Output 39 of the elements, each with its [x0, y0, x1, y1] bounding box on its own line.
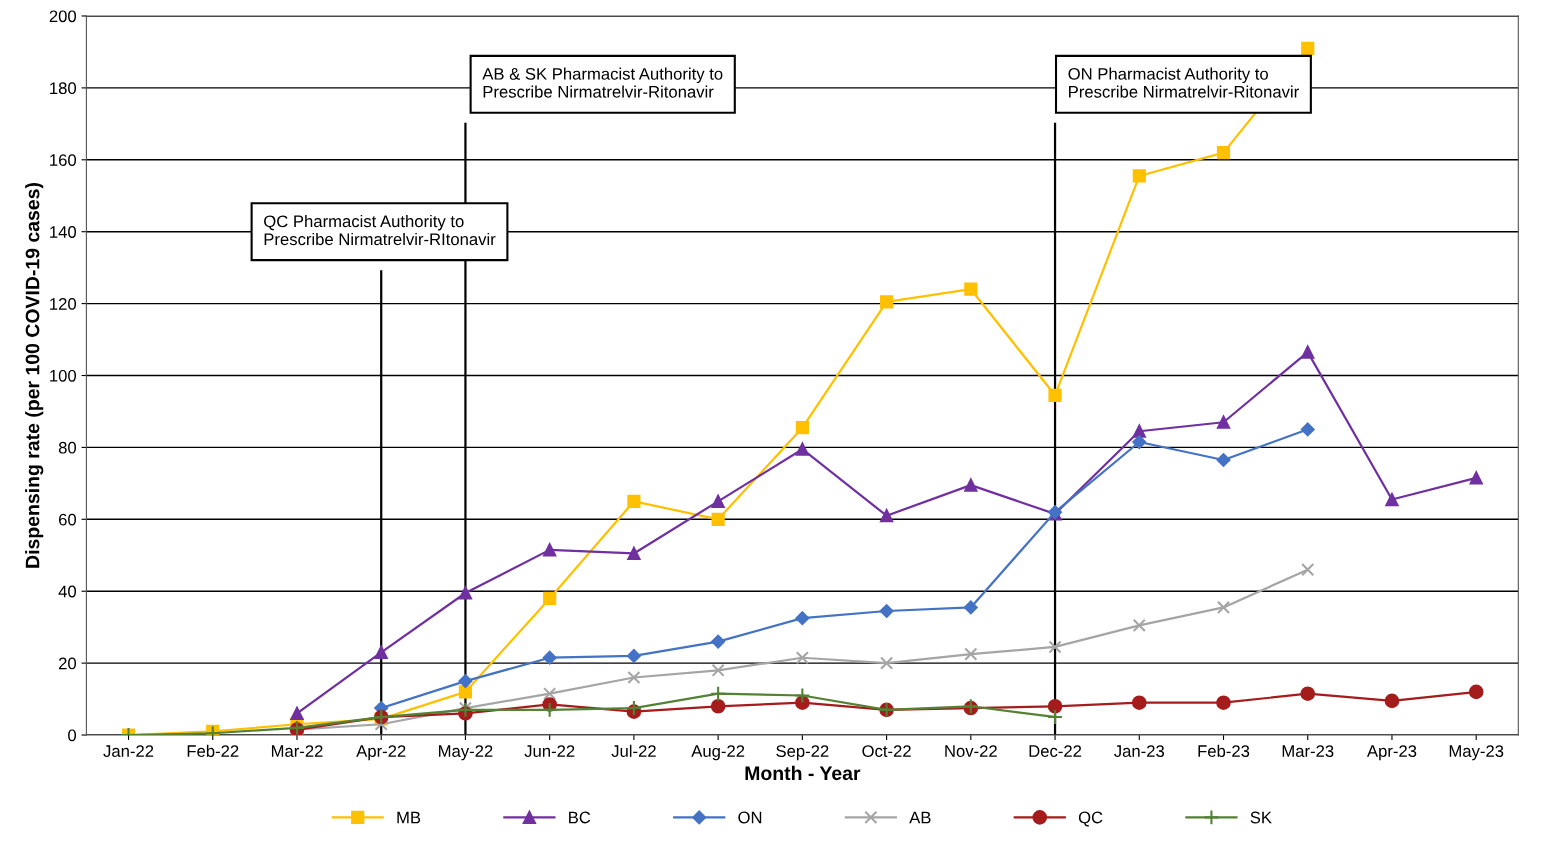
y-tick-label: 160	[50, 154, 77, 166]
x-tick-label: Mar-23	[1282, 745, 1334, 757]
x-tick-label: Oct-22	[862, 745, 911, 757]
y-tick-label: 200	[49, 10, 77, 23]
x-tick-label: Apr-22	[356, 745, 406, 761]
y-tick-label: 180	[50, 82, 77, 95]
legend-label: MB	[397, 811, 421, 824]
y-tick-label: 80	[58, 441, 77, 454]
x-tick-label: Jan-22	[103, 745, 154, 757]
ref-line-label: AB & SK Pharmacist Authority to Prescribe Nirmatrelvir-Ritonavir	[482, 67, 723, 98]
ref-line-label: ON Pharmacist Authority to Prescribe Nirmatrelvir-Ritonavir	[1068, 67, 1299, 98]
x-tick-label: Jan-23	[1114, 745, 1165, 757]
x-tick-label: May-22	[439, 745, 493, 761]
x-tick-label: Nov-22	[945, 745, 997, 757]
y-tick-label: 60	[59, 513, 77, 526]
legend-label: QC	[1078, 811, 1103, 827]
y-tick-label: 0	[68, 729, 77, 742]
x-tick-label: Feb-22	[187, 744, 239, 757]
legend-label: SK	[1250, 811, 1272, 824]
legend-label: BC	[569, 811, 591, 824]
x-tick-label: May-23	[1449, 745, 1504, 761]
y-tick-label: 40	[58, 585, 77, 598]
x-axis-title: Month - Year	[745, 765, 861, 781]
y-tick-label: 140	[50, 226, 77, 238]
x-tick-label: Mar-22	[271, 745, 323, 757]
x-tick-label: Sep-22	[776, 745, 829, 761]
y-tick-label: 120	[50, 298, 77, 310]
x-tick-label: Dec-22	[1029, 745, 1082, 757]
x-tick-label: Feb-23	[1198, 744, 1250, 757]
x-tick-label: Jul-22	[611, 744, 656, 757]
x-tick-label: Apr-23	[1366, 745, 1417, 761]
legend-label: ON	[738, 811, 762, 824]
ref-line-label: QC Pharmacist Authority to Prescribe Nirmatrelvir-RItonavir	[264, 214, 496, 246]
legend-label: AB	[909, 811, 931, 824]
y-axis-title: Dispensing rate (per 100 COVID-19 cases)	[25, 183, 44, 568]
x-tick-label: Aug-22	[691, 745, 745, 761]
x-tick-label: Jun-22	[524, 745, 575, 757]
y-tick-label: 100	[50, 369, 77, 382]
y-tick-label: 20	[58, 657, 77, 670]
